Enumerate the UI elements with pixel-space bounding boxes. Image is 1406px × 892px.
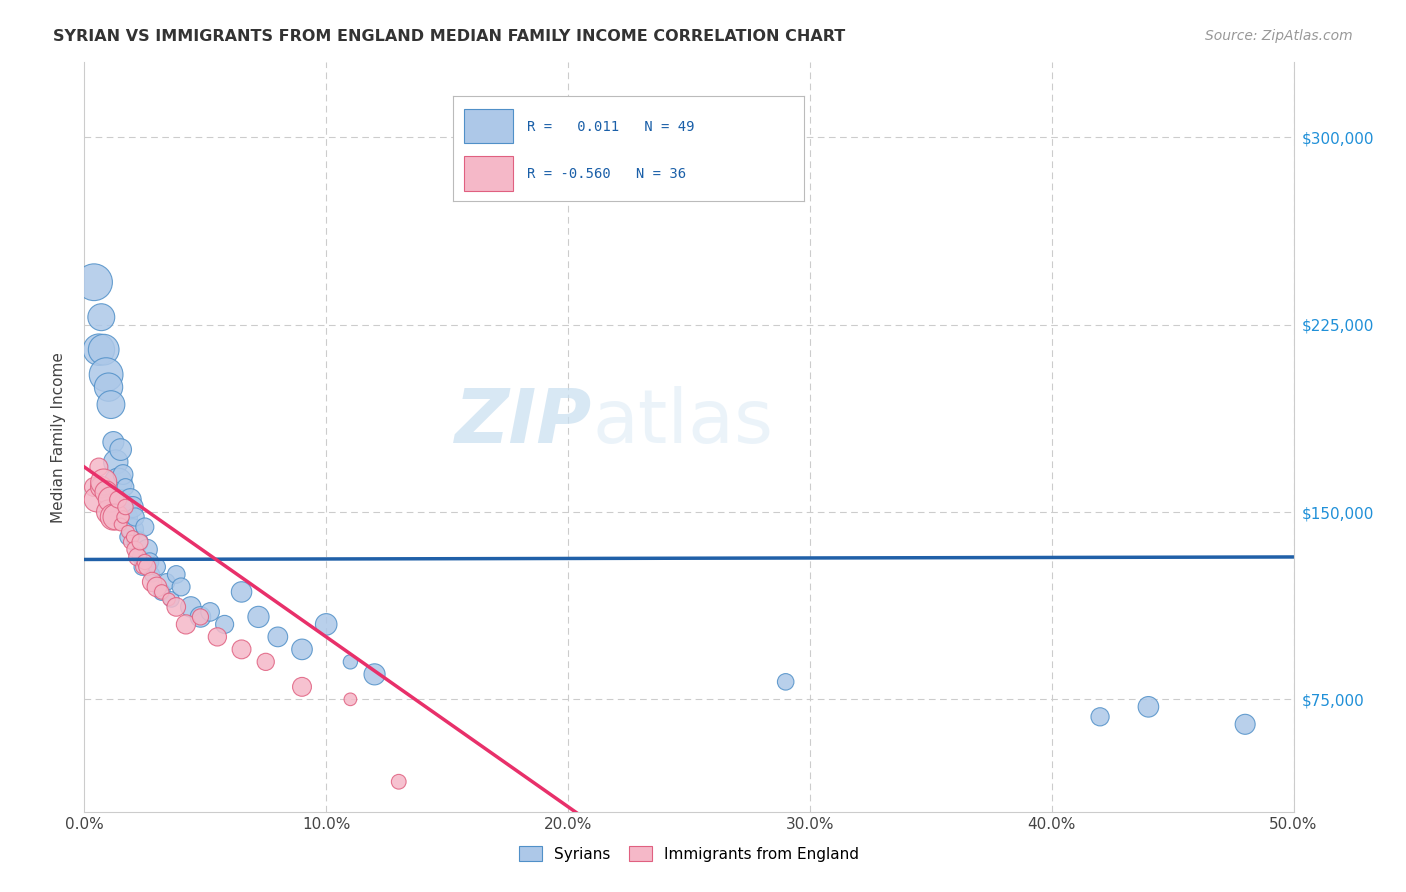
- Point: [180, 599, 202, 614]
- Point: [1234, 717, 1257, 731]
- Point: [127, 549, 149, 564]
- Point: [231, 642, 253, 657]
- Point: [83, 275, 105, 289]
- Point: [97, 380, 120, 394]
- Point: [174, 617, 197, 632]
- Text: atlas: atlas: [592, 385, 773, 458]
- Point: [150, 585, 173, 599]
- Point: [291, 680, 314, 694]
- Point: [315, 617, 337, 632]
- Point: [124, 510, 146, 524]
- Point: [155, 574, 177, 589]
- Point: [131, 560, 153, 574]
- Point: [114, 480, 136, 494]
- Point: [146, 560, 169, 574]
- Point: [339, 692, 361, 706]
- Point: [100, 492, 122, 507]
- Point: [231, 585, 253, 599]
- Point: [141, 574, 163, 589]
- Point: [112, 512, 135, 526]
- Point: [86, 492, 108, 507]
- Point: [198, 605, 221, 619]
- Point: [114, 500, 136, 514]
- Point: [134, 555, 156, 569]
- Point: [120, 535, 142, 549]
- Point: [103, 435, 125, 450]
- Point: [247, 610, 270, 624]
- Point: [90, 310, 112, 325]
- Point: [129, 535, 152, 549]
- Point: [104, 455, 127, 469]
- Point: [93, 343, 115, 357]
- Point: [87, 343, 110, 357]
- Legend: Syrians, Immigrants from England: Syrians, Immigrants from England: [513, 839, 865, 868]
- Point: [103, 510, 125, 524]
- Point: [131, 560, 153, 574]
- Point: [207, 630, 229, 644]
- Point: [121, 523, 143, 537]
- Point: [104, 510, 127, 524]
- Point: [146, 580, 169, 594]
- Text: SYRIAN VS IMMIGRANTS FROM ENGLAND MEDIAN FAMILY INCOME CORRELATION CHART: SYRIAN VS IMMIGRANTS FROM ENGLAND MEDIAN…: [53, 29, 845, 44]
- Point: [134, 520, 156, 534]
- Point: [87, 460, 110, 475]
- Point: [136, 542, 159, 557]
- Point: [160, 592, 183, 607]
- Point: [775, 674, 797, 689]
- Point: [138, 555, 160, 569]
- Point: [93, 475, 115, 489]
- Point: [117, 510, 139, 524]
- Point: [150, 585, 173, 599]
- Point: [107, 475, 129, 489]
- Point: [121, 500, 143, 514]
- Point: [127, 535, 149, 549]
- Point: [117, 524, 139, 539]
- Point: [388, 774, 411, 789]
- Point: [254, 655, 277, 669]
- Point: [100, 398, 122, 412]
- Y-axis label: Median Family Income: Median Family Income: [51, 351, 66, 523]
- Point: [112, 467, 135, 482]
- Text: Source: ZipAtlas.com: Source: ZipAtlas.com: [1205, 29, 1353, 43]
- Point: [94, 485, 117, 500]
- Point: [107, 492, 129, 507]
- Point: [129, 549, 152, 564]
- Point: [110, 442, 132, 457]
- Text: ZIP: ZIP: [456, 385, 592, 458]
- Point: [165, 567, 187, 582]
- Point: [112, 510, 135, 524]
- Point: [165, 599, 187, 614]
- Point: [124, 542, 146, 557]
- Point: [120, 492, 142, 507]
- Point: [121, 530, 143, 544]
- Point: [141, 567, 163, 582]
- Point: [363, 667, 385, 681]
- Point: [83, 480, 105, 494]
- Point: [97, 505, 120, 519]
- Point: [157, 592, 180, 607]
- Point: [190, 610, 212, 624]
- Point: [110, 492, 132, 507]
- Point: [339, 655, 361, 669]
- Point: [110, 517, 132, 532]
- Point: [190, 610, 212, 624]
- Point: [267, 630, 290, 644]
- Point: [94, 368, 117, 382]
- Point: [170, 580, 193, 594]
- Point: [214, 617, 236, 632]
- Point: [117, 530, 139, 544]
- Point: [136, 560, 159, 574]
- Point: [291, 642, 314, 657]
- Point: [1088, 710, 1111, 724]
- Point: [90, 480, 112, 494]
- Point: [1137, 699, 1160, 714]
